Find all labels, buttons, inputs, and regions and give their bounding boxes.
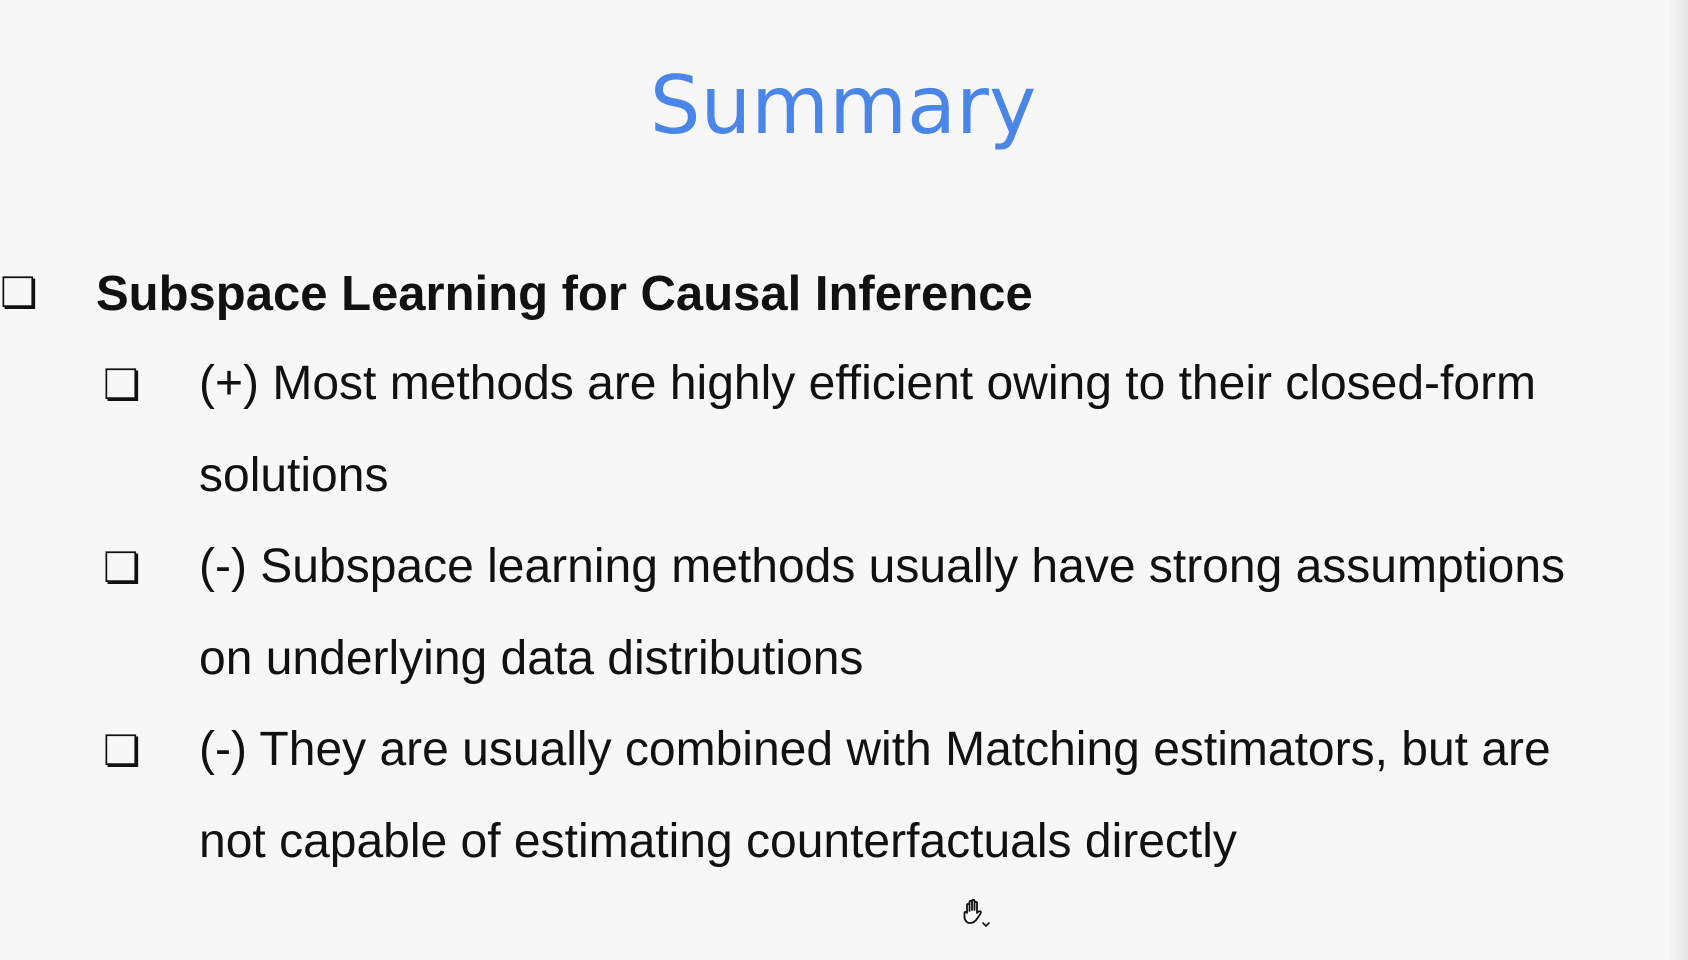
sub-point-3-line-2: not capable of estimating counterfactual… xyxy=(199,815,1237,868)
main-point-bullet-icon: ❏ xyxy=(0,268,38,317)
sub-point-1-line-2: solutions xyxy=(199,449,389,502)
sub-point-1-line-1: (+) Most methods are highly efficient ow… xyxy=(199,357,1537,410)
hand-pointer-icon xyxy=(963,898,990,927)
main-point-heading: Subspace Learning for Causal Inference xyxy=(96,267,1033,321)
sub-point-2-bullet-icon: ❏ xyxy=(103,543,141,592)
sub-point-3-bullet-icon: ❏ xyxy=(103,726,141,775)
sub-point-2-line-1: (-) Subspace learning methods usually ha… xyxy=(199,540,1566,593)
slide-title: Summary xyxy=(0,58,1688,154)
slide-title-text: Summary xyxy=(649,59,1037,152)
sub-point-1-bullet-icon: ❏ xyxy=(103,360,141,409)
sub-point-2-line-2: on underlying data distributions xyxy=(199,632,864,685)
slide-right-edge-shadow xyxy=(1668,0,1688,960)
sub-point-3-line-1: (-) They are usually combined with Match… xyxy=(199,723,1551,776)
